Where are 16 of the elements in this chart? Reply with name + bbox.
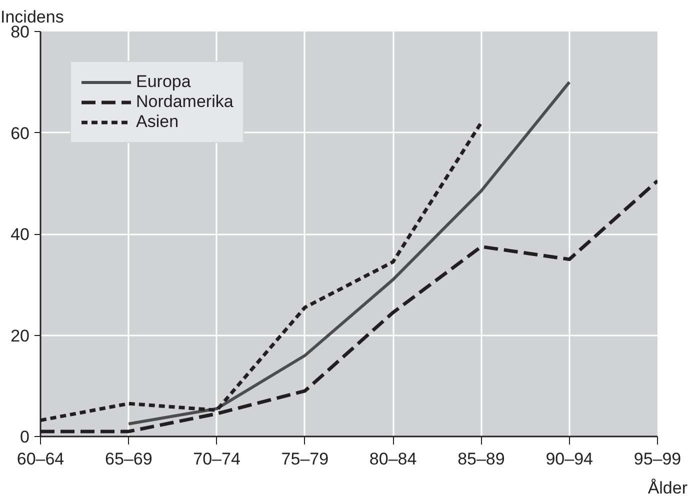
y-tick-label: 0	[20, 428, 30, 446]
x-tick-label: 60–64	[16, 450, 64, 468]
legend-label: Nordamerika	[136, 92, 234, 112]
legend-label: Europa	[136, 72, 191, 92]
y-tick-label: 20	[10, 326, 30, 346]
x-tick-label: 75–79	[281, 450, 329, 468]
x-tick-label: 70–74	[193, 450, 240, 468]
x-tick-label: 90–94	[546, 450, 593, 468]
x-tick-label: 80–84	[369, 450, 417, 468]
y-tick-label: 40	[10, 225, 30, 244]
x-tick-label: 95–99	[634, 450, 682, 468]
x-tick-label: 65–69	[105, 450, 152, 468]
x-axis-title: Ålder	[648, 478, 688, 498]
legend-label: Asien	[136, 112, 179, 132]
x-tick-label: 85–89	[458, 450, 505, 468]
y-tick-label: 60	[10, 124, 30, 143]
